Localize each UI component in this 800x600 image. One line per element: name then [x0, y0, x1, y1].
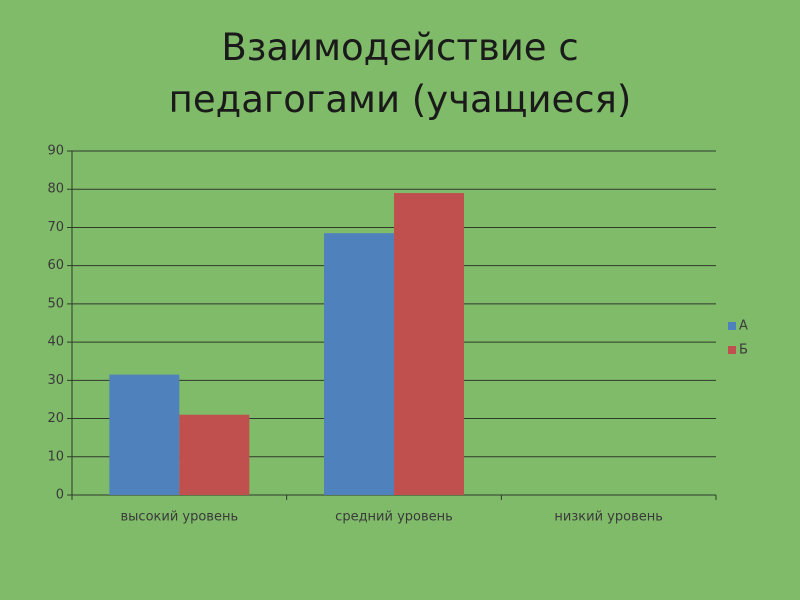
y-tick-label: 20 [47, 411, 64, 426]
legend-label: Б [739, 343, 748, 358]
y-tick-label: 10 [47, 449, 64, 464]
x-tick-label: высокий уровень [121, 510, 239, 525]
y-tick-label: 60 [47, 258, 64, 273]
legend-swatch [728, 346, 736, 354]
legend-swatch [728, 322, 736, 330]
bar [324, 233, 394, 495]
y-tick-label: 80 [47, 182, 64, 197]
y-tick-label: 90 [47, 144, 64, 159]
bar [109, 374, 180, 495]
y-tick-label: 0 [56, 488, 64, 503]
y-tick-label: 40 [47, 335, 64, 350]
legend-label: А [739, 319, 748, 334]
bar [179, 414, 250, 495]
y-tick-label: 30 [47, 373, 64, 388]
y-tick-label: 70 [47, 220, 64, 235]
bar [394, 193, 464, 496]
y-tick-label: 50 [47, 296, 64, 311]
x-tick-label: средний уровень [335, 510, 453, 525]
chart-title: Взаимодействие с педагогами (учащиеся) [168, 26, 632, 121]
x-tick-label: низкий уровень [554, 510, 662, 525]
